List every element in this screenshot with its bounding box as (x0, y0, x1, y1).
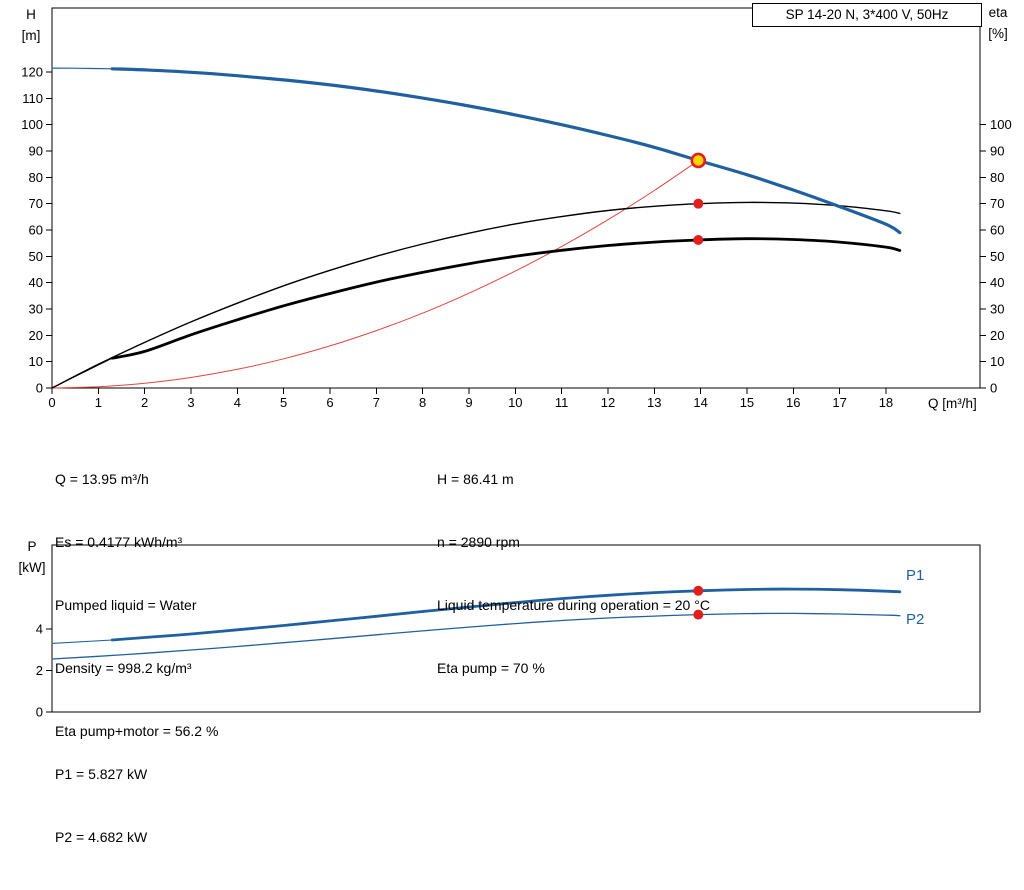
svg-text:30: 30 (29, 302, 43, 317)
svg-text:11: 11 (555, 395, 569, 410)
svg-text:4: 4 (234, 395, 241, 410)
svg-text:8: 8 (419, 395, 426, 410)
p-axis-symbol: P (27, 539, 37, 554)
svg-text:1: 1 (95, 395, 102, 410)
svg-text:70: 70 (29, 196, 43, 211)
svg-text:80: 80 (990, 170, 1004, 185)
flow-value: Q = 13.95 m³/h (55, 471, 149, 487)
eta-pump-value: Eta pump = 70 % (437, 660, 545, 676)
svg-text:110: 110 (22, 91, 43, 106)
power-chart: 0 2 4 (36, 544, 981, 720)
eta-axis-symbol: eta (988, 5, 1008, 20)
svg-text:16: 16 (786, 395, 800, 410)
svg-text:100: 100 (21, 117, 43, 132)
power-values-column: P1 = 5.827 kW P2 = 4.682 kW (55, 722, 147, 890)
svg-text:3: 3 (187, 395, 194, 410)
p2-curve-label: P2 (906, 611, 925, 628)
pump-performance-report: 0 10 20 30 40 50 60 70 80 90 100 110 120 0 10 20 30 40 50 6… (11, 2, 1019, 845)
svg-text:100: 100 (990, 117, 1012, 132)
speed-value: n = 2890 rpm (437, 534, 520, 550)
svg-text:20: 20 (29, 328, 43, 343)
svg-text:14: 14 (693, 395, 707, 410)
svg-text:12: 12 (601, 395, 615, 410)
liquid-temperature-value: Liquid temperature during operation = 20… (437, 597, 710, 613)
svg-text:0: 0 (36, 705, 43, 720)
specific-energy-value: Es = 0.4177 kWh/m³ (55, 534, 183, 550)
svg-text:40: 40 (990, 275, 1004, 290)
svg-text:2: 2 (141, 395, 148, 410)
svg-text:50: 50 (29, 249, 43, 264)
svg-text:17: 17 (832, 395, 846, 410)
eta-axis-label: eta [%] (977, 2, 1019, 44)
density-value: Density = 998.2 kg/m³ (55, 660, 192, 676)
svg-text:13: 13 (647, 395, 661, 410)
svg-text:60: 60 (990, 223, 1004, 238)
svg-text:40: 40 (29, 275, 43, 290)
svg-text:7: 7 (373, 395, 380, 410)
svg-text:0: 0 (36, 381, 43, 396)
svg-text:80: 80 (29, 170, 43, 185)
hq-eta-chart: 0102030405060708090100110120010203040506… (21, 7, 1012, 410)
duty-data-right-column: H = 86.41 m n = 2890 rpm Liquid temperat… (437, 427, 710, 721)
head-value: H = 86.41 m (437, 471, 514, 487)
q-axis-label: Q [m³/h] (928, 396, 977, 411)
h-axis-unit: [m] (21, 28, 41, 43)
svg-text:50: 50 (990, 249, 1004, 264)
svg-text:90: 90 (990, 144, 1004, 159)
p2-value: P2 = 4.682 kW (55, 829, 148, 845)
svg-text:0: 0 (48, 395, 55, 410)
svg-text:6: 6 (326, 395, 333, 410)
p1-value: P1 = 5.827 kW (55, 766, 148, 782)
svg-text:120: 120 (21, 65, 43, 80)
h-axis-symbol: H (26, 7, 36, 22)
svg-text:2: 2 (36, 663, 43, 678)
eta-axis-unit: [%] (988, 26, 1008, 41)
svg-text:4: 4 (36, 621, 43, 636)
svg-text:60: 60 (29, 223, 43, 238)
svg-text:10: 10 (29, 354, 43, 369)
pumped-liquid-value: Pumped liquid = Water (55, 597, 197, 613)
svg-text:0: 0 (990, 381, 997, 396)
svg-text:10: 10 (508, 395, 522, 410)
eta-pump-motor-value: Eta pump+motor = 56.2 % (55, 723, 219, 739)
svg-text:70: 70 (990, 196, 1004, 211)
p-axis-unit: [kW] (18, 560, 46, 575)
svg-text:9: 9 (465, 395, 472, 410)
p1-curve-label: P1 (906, 567, 925, 584)
svg-text:5: 5 (280, 395, 287, 410)
duty-data-left-column: Q = 13.95 m³/h Es = 0.4177 kWh/m³ Pumped… (55, 427, 218, 784)
svg-text:20: 20 (990, 328, 1004, 343)
svg-text:10: 10 (990, 354, 1004, 369)
pump-title-box: SP 14-20 N, 3*400 V, 50Hz (752, 3, 982, 27)
svg-text:90: 90 (29, 144, 43, 159)
svg-text:15: 15 (740, 395, 754, 410)
h-axis-label: H [m] (11, 4, 51, 46)
svg-text:30: 30 (990, 302, 1004, 317)
p-axis-label: P [kW] (12, 536, 52, 578)
svg-text:18: 18 (879, 395, 893, 410)
